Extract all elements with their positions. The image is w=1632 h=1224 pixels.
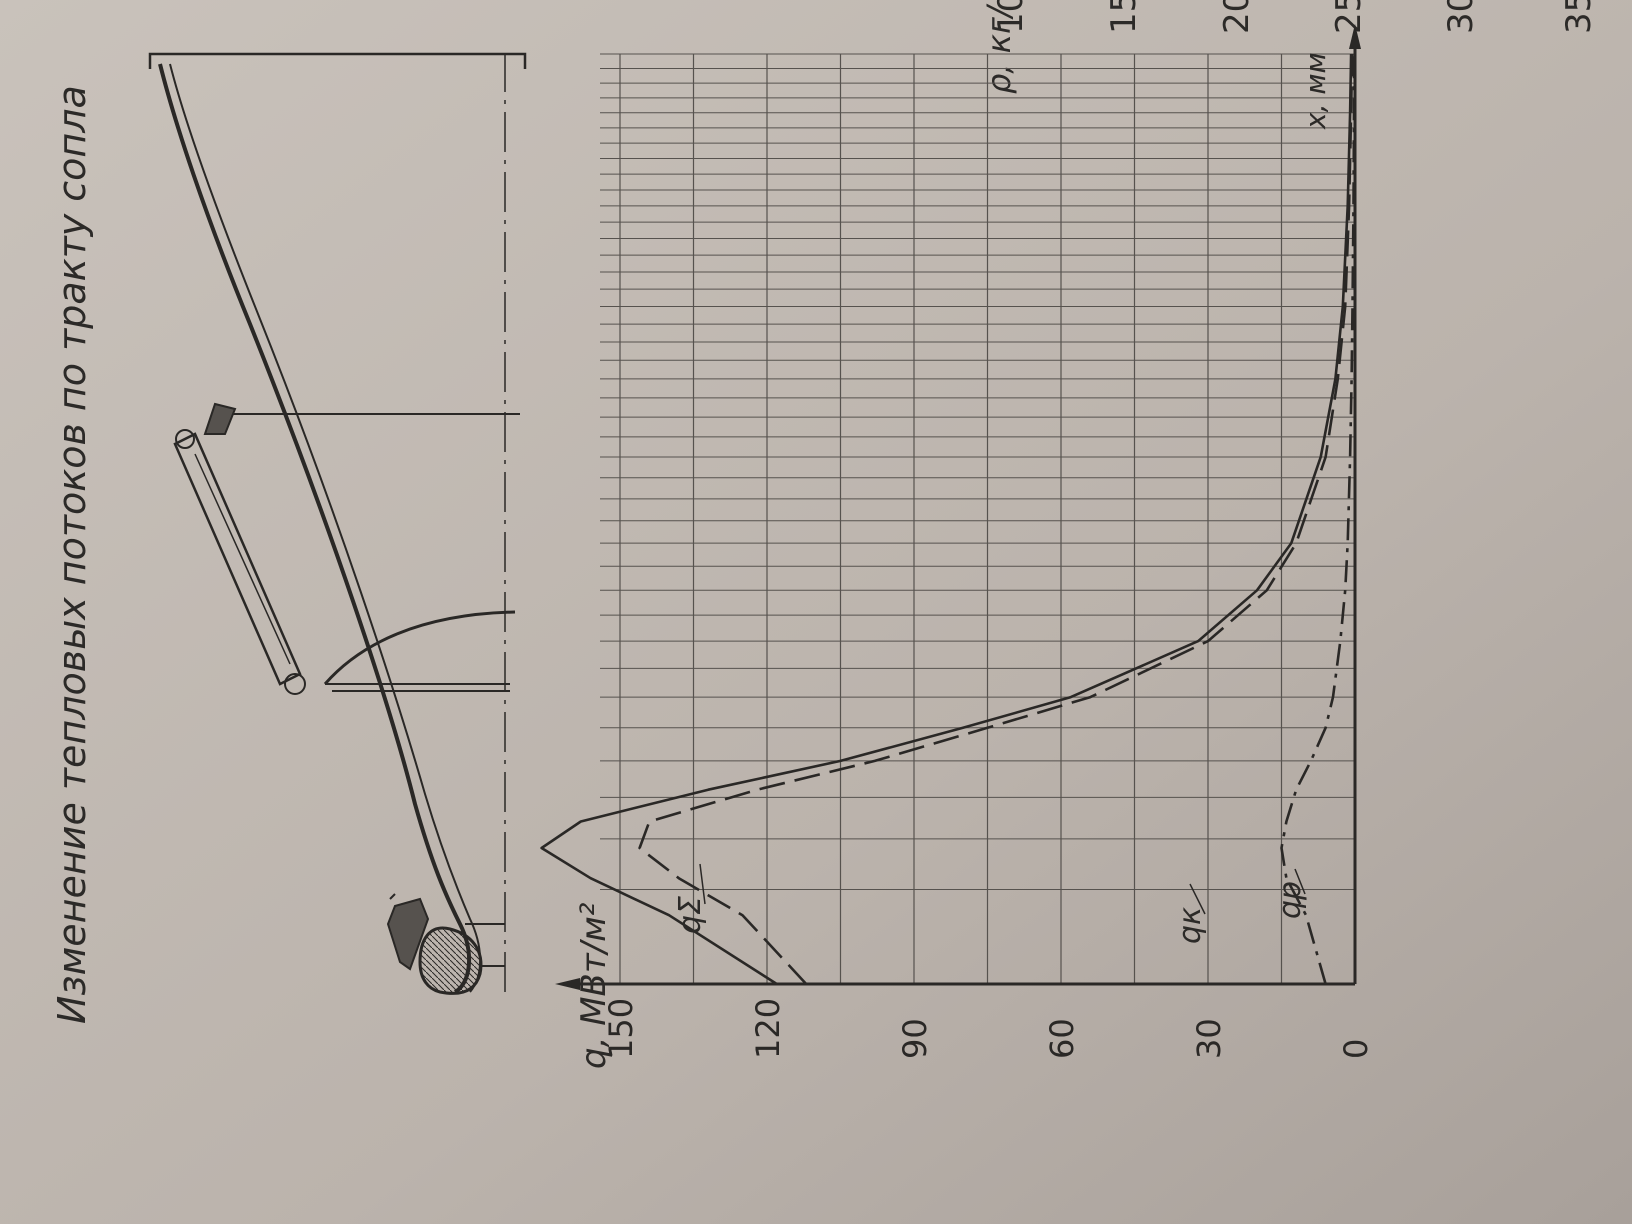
series-line-2 — [1280, 54, 1356, 985]
nozzle-exit — [148, 52, 527, 69]
right-axis-tick: 10 — [991, 0, 1031, 34]
throat-flange — [386, 897, 430, 971]
right-axis-tick: 35 — [1559, 0, 1599, 34]
series-label-q-sigma: qΣ — [673, 896, 708, 934]
nozzle-drawing — [148, 52, 527, 995]
right-axis-tick: 15 — [1104, 0, 1144, 34]
y-tick-label: 0 — [1337, 1039, 1375, 1059]
right-axis-tick: 30 — [1441, 0, 1481, 34]
actuator-rod — [173, 432, 302, 686]
x-axis-label: x, мм — [1299, 52, 1332, 130]
series-line-0 — [540, 53, 1353, 986]
label-leader — [699, 863, 706, 905]
y-tick-label: 150 — [602, 998, 640, 1059]
y-tick-label: 90 — [896, 1018, 934, 1059]
label-leader — [1189, 883, 1206, 915]
label-leader — [1294, 868, 1306, 895]
nozzle-contour — [158, 63, 472, 994]
y-tick-label: 60 — [1043, 1018, 1081, 1059]
right-axis: 35 30 25 20 15 10 ρ, кг/ — [980, 0, 1599, 94]
series-label-q-p: qр — [1273, 881, 1308, 919]
right-axis-tick: 25 — [1329, 0, 1369, 34]
right-axis-tick: 20 — [1217, 0, 1257, 34]
y-tick-label: 120 — [749, 998, 787, 1059]
y-axis-arrow — [555, 978, 580, 990]
right-axis-label: ρ, кг/ — [980, 3, 1018, 94]
page-title: Изменение тепловых потоков по тракту соп… — [50, 85, 94, 1024]
y-tick-label: 30 — [1190, 1018, 1228, 1059]
series-line-1 — [638, 53, 1354, 985]
throat-section — [418, 926, 483, 995]
y-axis-label: q, МВт/м² — [574, 902, 614, 1069]
series-label-q-k: qк — [1173, 907, 1208, 944]
chart-area: 0 30 60 90 120 150 — [540, 24, 1375, 1059]
rotated-page: Изменение тепловых потоков по тракту соп… — [50, 0, 1599, 1069]
nozzle-inner-contour — [169, 63, 482, 993]
x-axis-arrow — [1349, 24, 1361, 49]
